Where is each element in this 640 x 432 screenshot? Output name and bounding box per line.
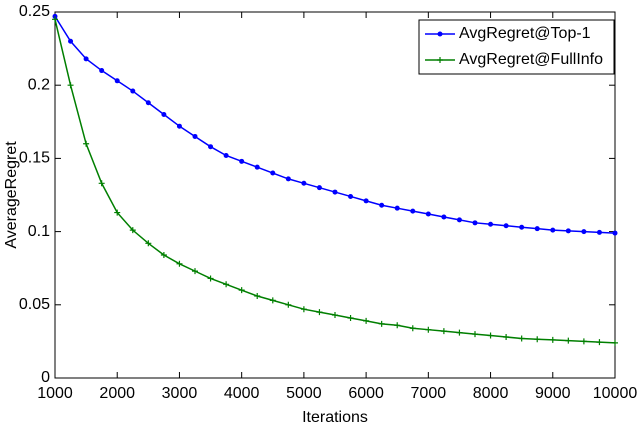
marker: [254, 293, 261, 300]
x-tick-label: 9000: [535, 385, 571, 402]
x-tick-label: 10000: [593, 385, 638, 402]
marker: [565, 228, 571, 234]
marker: [487, 332, 494, 339]
marker: [83, 140, 90, 147]
x-tick-label: 1000: [37, 385, 73, 402]
marker: [269, 297, 276, 304]
marker: [207, 275, 214, 282]
marker: [409, 325, 416, 332]
legend-box: [418, 19, 615, 75]
marker: [285, 176, 291, 182]
marker: [456, 217, 462, 223]
marker: [332, 312, 338, 319]
x-axis-label: Iterations: [302, 409, 368, 426]
marker: [534, 336, 541, 343]
marker: [176, 260, 183, 267]
marker: [440, 328, 447, 335]
y-tick-label: 0: [41, 369, 50, 386]
marker: [270, 170, 276, 176]
marker: [534, 226, 540, 232]
marker: [52, 16, 58, 23]
marker: [130, 88, 136, 94]
marker: [176, 123, 182, 129]
marker: [580, 338, 587, 345]
x-tick-label: 3000: [162, 385, 198, 402]
marker: [550, 227, 556, 233]
marker: [223, 281, 230, 288]
marker: [441, 214, 447, 220]
marker: [145, 100, 151, 106]
marker: [300, 306, 307, 313]
marker: [612, 339, 618, 346]
marker: [98, 180, 105, 187]
y-tick-label: 0.25: [19, 3, 50, 20]
marker: [316, 185, 322, 191]
x-tick-label: 4000: [224, 385, 260, 402]
marker: [394, 205, 400, 211]
marker: [596, 339, 603, 346]
y-tick-label: 0.2: [28, 76, 50, 93]
marker: [145, 240, 152, 247]
x-tick-label: 8000: [473, 385, 509, 402]
marker: [347, 314, 354, 321]
marker: [581, 229, 587, 235]
y-tick-label: 0.1: [28, 223, 50, 240]
marker: [437, 31, 443, 37]
y-axis-label: AverageRegret: [3, 141, 20, 249]
marker: [192, 133, 198, 139]
marker: [503, 334, 510, 341]
marker: [519, 224, 525, 230]
marker: [410, 208, 416, 214]
marker: [596, 229, 602, 235]
y-tick-label: 0.05: [19, 296, 50, 313]
marker: [565, 337, 572, 344]
marker: [316, 309, 323, 316]
marker: [348, 193, 354, 199]
marker: [394, 322, 401, 329]
marker: [363, 198, 369, 204]
marker: [472, 331, 478, 338]
marker: [549, 336, 556, 343]
marker: [68, 38, 74, 44]
legend-label: AvgRegret@Top-1: [459, 25, 591, 42]
marker: [238, 287, 245, 294]
marker: [223, 152, 229, 158]
marker: [161, 111, 167, 117]
marker: [208, 144, 214, 150]
marker: [301, 180, 307, 186]
marker: [379, 202, 385, 208]
marker: [254, 164, 260, 170]
marker: [488, 221, 494, 227]
marker: [160, 252, 167, 259]
marker: [192, 268, 198, 275]
x-tick-label: 6000: [348, 385, 384, 402]
marker: [129, 227, 136, 234]
marker: [114, 209, 121, 216]
marker: [518, 335, 525, 342]
x-tick-label: 5000: [286, 385, 322, 402]
marker: [612, 230, 618, 236]
x-tick-label: 7000: [411, 385, 447, 402]
marker: [239, 158, 245, 164]
marker: [472, 220, 478, 226]
y-tick-label: 0.15: [19, 150, 50, 167]
marker: [437, 57, 443, 63]
marker: [99, 68, 105, 74]
marker: [67, 82, 74, 89]
marker: [425, 326, 432, 333]
marker: [363, 317, 370, 324]
marker: [332, 189, 338, 195]
marker: [425, 211, 431, 217]
marker: [114, 78, 120, 84]
marker: [285, 301, 292, 308]
marker: [378, 320, 385, 327]
marker: [456, 329, 463, 336]
x-tick-label: 2000: [99, 385, 135, 402]
legend-label: AvgRegret@FullInfo: [459, 51, 603, 68]
marker: [83, 56, 89, 62]
marker: [503, 223, 509, 229]
